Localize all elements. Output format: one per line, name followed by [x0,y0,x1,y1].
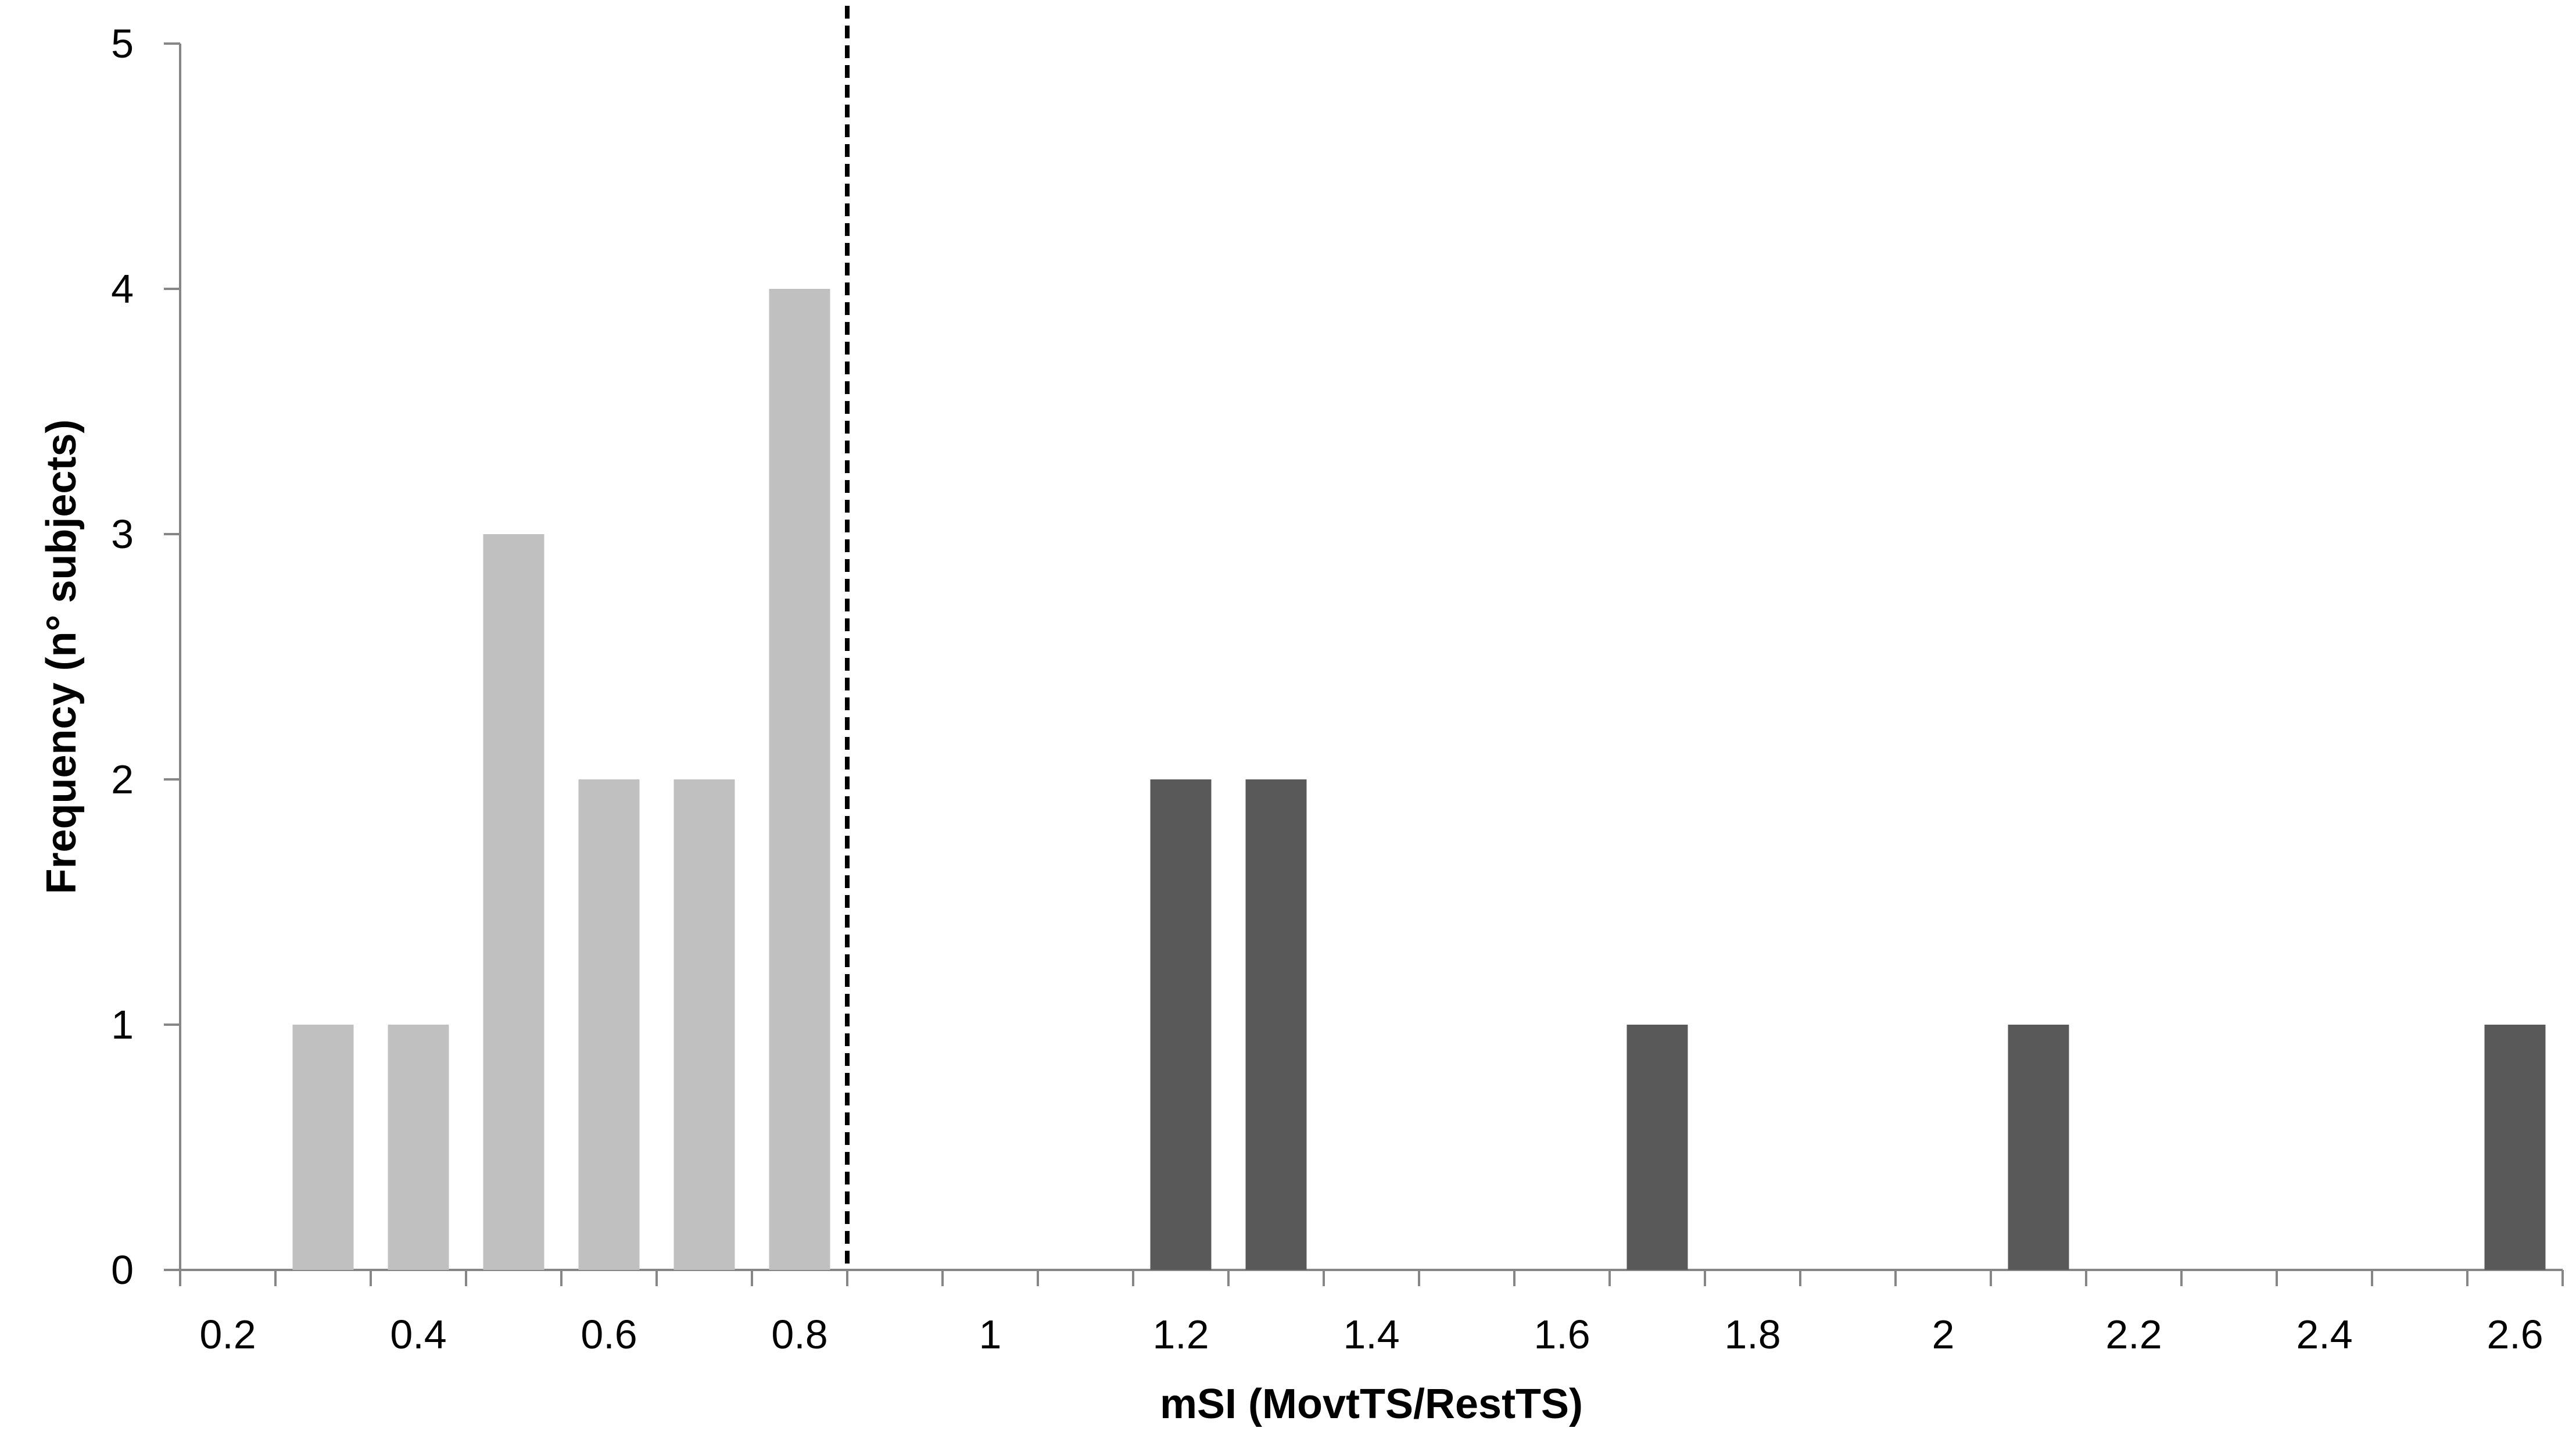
x-tick-label: 1.2 [1152,1312,1209,1357]
y-axis-title: Frequency (n° subjects) [38,420,85,894]
bar [1245,779,1307,1270]
bar [1626,1025,1688,1270]
x-tick-label: 0.8 [771,1312,827,1357]
x-tick-label: 0.2 [199,1312,256,1357]
bar [2484,1025,2546,1270]
x-tick-label: 2.4 [2296,1312,2352,1357]
x-tick-label: 1.4 [1343,1312,1399,1357]
y-tick-label: 5 [111,21,134,66]
bar [2008,1025,2069,1270]
y-tick-label: 3 [111,511,134,557]
bar [483,534,544,1270]
x-tick-label: 2.2 [2105,1312,2162,1357]
x-axis-title: mSI (MovtTS/RestTS) [1160,1381,1583,1427]
x-tick-label: 2 [1932,1312,1955,1357]
y-tick-label: 1 [111,1002,134,1047]
x-tick-label: 0.4 [390,1312,446,1357]
bar [769,289,830,1270]
x-tick-label: 1.8 [1724,1312,1780,1357]
x-tick-label: 2.6 [2487,1312,2543,1357]
x-tick-label: 1 [979,1312,1002,1357]
x-tick-label: 0.6 [581,1312,637,1357]
x-tick-label: 1.6 [1534,1312,1590,1357]
bar [388,1025,449,1270]
bar [673,779,735,1270]
bar [292,1025,354,1270]
y-tick-label: 0 [111,1247,134,1293]
bar [1150,779,1212,1270]
y-tick-label: 2 [111,757,134,802]
y-tick-label: 4 [111,266,134,312]
bar [578,779,640,1270]
